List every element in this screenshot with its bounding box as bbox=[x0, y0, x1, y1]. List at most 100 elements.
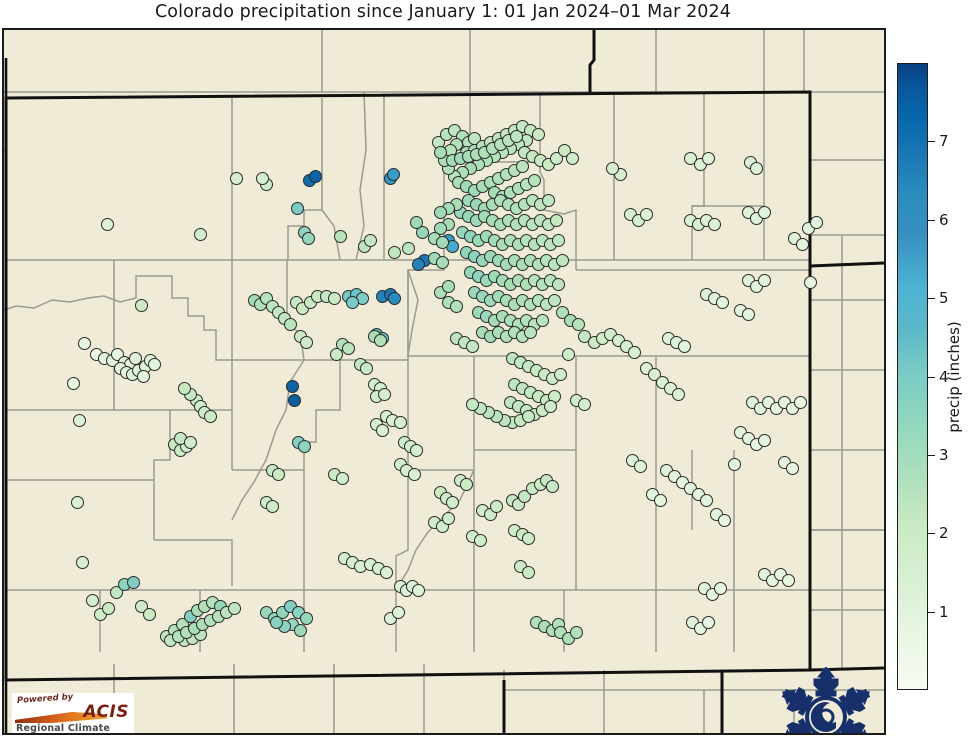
station-marker bbox=[551, 233, 565, 247]
station-marker bbox=[541, 193, 555, 207]
colorbar-tick-label: 3 bbox=[939, 445, 949, 464]
station-markers-layer bbox=[4, 30, 884, 733]
station-marker bbox=[569, 625, 583, 639]
colorbar-tick-label: 4 bbox=[939, 367, 949, 386]
station-marker bbox=[409, 215, 423, 229]
colorbar: 1 2 3 4 5 6 7 precip (inches) bbox=[897, 63, 971, 693]
station-marker bbox=[545, 479, 559, 493]
acis-logo: Powered by ACIS Regional Climate Centers bbox=[12, 693, 134, 734]
station-marker bbox=[489, 499, 503, 513]
station-marker bbox=[571, 317, 585, 331]
station-marker bbox=[531, 127, 545, 141]
station-marker bbox=[803, 275, 817, 289]
station-marker bbox=[527, 173, 541, 187]
station-marker bbox=[373, 333, 387, 347]
station-marker bbox=[435, 255, 449, 269]
station-marker bbox=[177, 381, 191, 395]
station-marker bbox=[301, 231, 315, 245]
station-marker bbox=[627, 345, 641, 359]
station-marker bbox=[297, 439, 311, 453]
station-marker bbox=[713, 581, 727, 595]
station-marker bbox=[255, 171, 269, 185]
station-marker bbox=[521, 409, 535, 423]
station-marker bbox=[329, 347, 343, 361]
station-marker bbox=[293, 623, 307, 637]
station-marker bbox=[465, 339, 479, 353]
acis-swoosh-icon bbox=[15, 712, 107, 723]
station-marker bbox=[290, 201, 304, 215]
station-marker bbox=[308, 169, 322, 183]
colorbar-tick bbox=[928, 454, 935, 456]
station-marker bbox=[265, 499, 279, 513]
station-marker bbox=[515, 159, 529, 173]
snowflake-icon bbox=[776, 667, 876, 733]
station-marker bbox=[345, 295, 359, 309]
station-marker bbox=[715, 295, 729, 309]
station-marker bbox=[521, 531, 535, 545]
station-marker bbox=[449, 299, 463, 313]
acis-powered-by-text: Powered by bbox=[16, 693, 74, 706]
colorbar-tick bbox=[928, 533, 935, 535]
station-marker bbox=[72, 413, 86, 427]
station-marker bbox=[136, 369, 150, 383]
station-marker bbox=[605, 161, 619, 175]
station-marker bbox=[547, 293, 561, 307]
station-marker bbox=[445, 495, 459, 509]
station-marker bbox=[633, 459, 647, 473]
station-marker bbox=[100, 217, 114, 231]
station-marker bbox=[327, 291, 341, 305]
station-marker bbox=[386, 167, 400, 181]
station-marker bbox=[561, 347, 575, 361]
station-marker bbox=[287, 393, 301, 407]
colorbar-tick-label: 6 bbox=[939, 210, 949, 229]
station-marker bbox=[85, 593, 99, 607]
station-marker bbox=[683, 151, 697, 165]
station-marker bbox=[411, 583, 425, 597]
station-marker bbox=[101, 601, 115, 615]
station-marker bbox=[299, 611, 313, 625]
station-marker bbox=[809, 215, 823, 229]
station-marker bbox=[741, 307, 755, 321]
station-marker bbox=[203, 409, 217, 423]
station-marker bbox=[549, 213, 563, 227]
page-title: Colorado precipitation since January 1: … bbox=[154, 2, 732, 22]
station-marker bbox=[335, 471, 349, 485]
station-marker bbox=[757, 205, 771, 219]
station-marker bbox=[701, 151, 715, 165]
station-marker bbox=[183, 435, 197, 449]
acis-brand-text: ACIS bbox=[83, 702, 129, 722]
station-marker bbox=[433, 205, 447, 219]
station-marker bbox=[375, 423, 389, 437]
station-marker bbox=[553, 367, 567, 381]
station-marker bbox=[577, 397, 591, 411]
station-marker bbox=[795, 237, 809, 251]
station-marker bbox=[671, 387, 685, 401]
station-marker bbox=[551, 277, 565, 291]
colorbar-gradient bbox=[897, 63, 928, 690]
station-marker bbox=[793, 395, 807, 409]
station-marker bbox=[521, 565, 535, 579]
station-marker bbox=[387, 245, 401, 259]
acis-subtitle-text: Regional Climate Centers bbox=[16, 723, 111, 734]
station-marker bbox=[193, 227, 207, 241]
colorbar-tick-label: 2 bbox=[939, 524, 949, 543]
station-marker bbox=[387, 291, 401, 305]
station-marker bbox=[66, 376, 80, 390]
station-marker bbox=[407, 467, 421, 481]
station-marker bbox=[142, 607, 156, 621]
station-marker bbox=[134, 298, 148, 312]
station-marker bbox=[509, 129, 523, 143]
station-marker bbox=[435, 235, 449, 249]
station-marker bbox=[77, 336, 91, 350]
map-panel[interactable]: Powered by ACIS Regional Climate Centers bbox=[2, 28, 886, 735]
station-marker bbox=[677, 339, 691, 353]
station-marker bbox=[415, 225, 429, 239]
station-marker bbox=[433, 221, 447, 235]
station-marker bbox=[299, 335, 313, 349]
station-marker bbox=[535, 313, 549, 327]
colorbar-tick-label: 5 bbox=[939, 289, 949, 308]
station-marker bbox=[401, 241, 415, 255]
station-marker bbox=[727, 457, 741, 471]
station-marker bbox=[147, 357, 161, 371]
